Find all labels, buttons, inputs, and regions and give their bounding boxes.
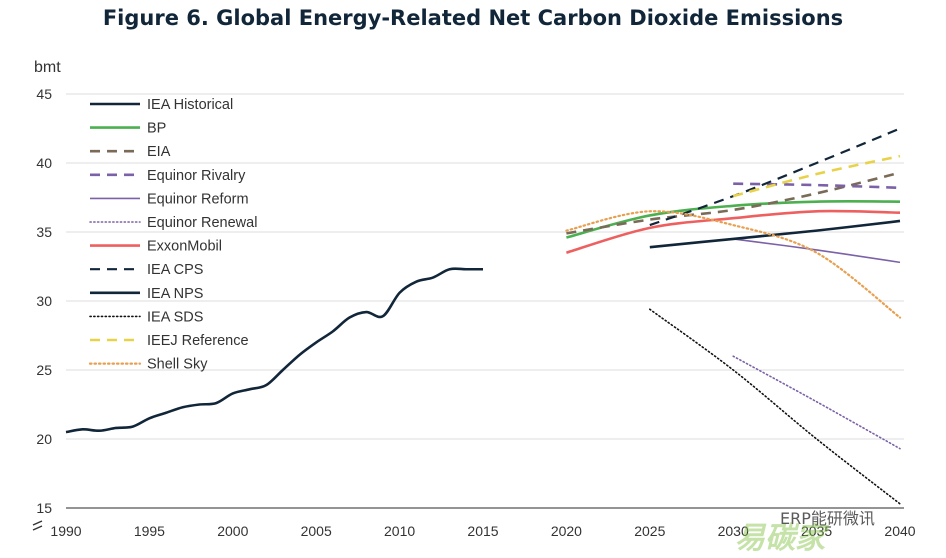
legend-item-3: Equinor Rivalry: [90, 168, 246, 184]
watermark-text: ERP能研微讯: [780, 509, 875, 528]
legend-label-10: IEEJ Reference: [147, 333, 249, 349]
legend-label-11: Shell Sky: [147, 357, 208, 373]
legend-item-4: Equinor Reform: [90, 191, 249, 207]
watermark: 易碳家 ERP能研微讯: [735, 509, 875, 556]
y-tick-label-40: 40: [36, 155, 52, 171]
legend-item-8: IEA NPS: [90, 286, 203, 302]
y-tick-label-25: 25: [36, 362, 52, 378]
legend-label-7: IEA CPS: [147, 262, 203, 278]
y-tick-label-45: 45: [36, 86, 52, 102]
series-line-8: [649, 219, 901, 249]
x-tick-label-2015: 2015: [467, 523, 498, 539]
y-axis-ticks: 15 20 25 30 35 40 45: [36, 86, 52, 516]
legend-label-9: IEA SDS: [147, 309, 203, 325]
series-line-1: [566, 200, 901, 239]
legend-label-3: Equinor Rivalry: [147, 168, 246, 184]
series-line-0: [65, 267, 483, 434]
chart-title: Figure 6. Global Energy-Related Net Carb…: [102, 6, 844, 30]
legend-item-2: EIA: [90, 144, 171, 160]
legend-item-5: Equinor Renewal: [89, 215, 257, 231]
y-tick-label-35: 35: [36, 224, 52, 240]
legend-label-8: IEA NPS: [147, 286, 203, 302]
legend-label-1: BP: [147, 121, 166, 137]
legend-item-10: IEEJ Reference: [90, 333, 249, 349]
legend-label-5: Equinor Renewal: [147, 215, 257, 231]
legend-item-11: Shell Sky: [88, 357, 208, 373]
x-tick-label-1990: 1990: [50, 523, 81, 539]
series-line-5: [732, 355, 901, 450]
x-tick-label-2000: 2000: [217, 523, 248, 539]
legend-item-1: BP: [90, 121, 166, 137]
legend-item-7: IEA CPS: [90, 262, 203, 278]
x-tick-label-2010: 2010: [384, 523, 415, 539]
legend-label-2: EIA: [147, 144, 171, 160]
x-tick-label-2020: 2020: [551, 523, 582, 539]
series-line-10: [732, 154, 901, 198]
legend-label-0: IEA Historical: [147, 97, 233, 113]
series-line-9: [649, 308, 901, 505]
x-tick-label-2030: 2030: [718, 523, 749, 539]
series-line-11: [565, 210, 902, 319]
x-axis-ticks: 1990 1995 2000 2005 2010 2015 2020 2025 2030 2035…: [50, 523, 915, 539]
y-tick-label-15: 15: [36, 500, 52, 516]
legend-item-9: IEA SDS: [89, 309, 203, 325]
watermark-logo: 易碳家: [735, 521, 829, 556]
series-line-3: [733, 182, 901, 190]
legend-item-6: ExxonMobil: [90, 239, 222, 255]
series-line-6: [566, 209, 901, 254]
x-tick-label-2035: 2035: [801, 523, 832, 539]
legend-label-6: ExxonMobil: [147, 239, 222, 255]
legend: IEA Historical BP EIA Equinor Rivalry Equino…: [88, 97, 257, 373]
y-tick-label-30: 30: [36, 293, 52, 309]
grid-lines: [66, 93, 904, 509]
x-tick-label-2005: 2005: [301, 523, 332, 539]
x-tick-label-2040: 2040: [884, 523, 915, 539]
y-axis-unit-label: bmt: [34, 59, 61, 76]
series-lines: [65, 127, 902, 505]
legend-item-0: IEA Historical: [90, 97, 233, 113]
x-tick-label-2025: 2025: [634, 523, 665, 539]
y-tick-label-20: 20: [36, 431, 52, 447]
x-tick-label-1995: 1995: [134, 523, 165, 539]
series-line-4: [733, 238, 901, 264]
legend-label-4: Equinor Reform: [147, 191, 249, 207]
axis-break-icon: [32, 520, 43, 531]
series-line-7: [649, 127, 901, 227]
